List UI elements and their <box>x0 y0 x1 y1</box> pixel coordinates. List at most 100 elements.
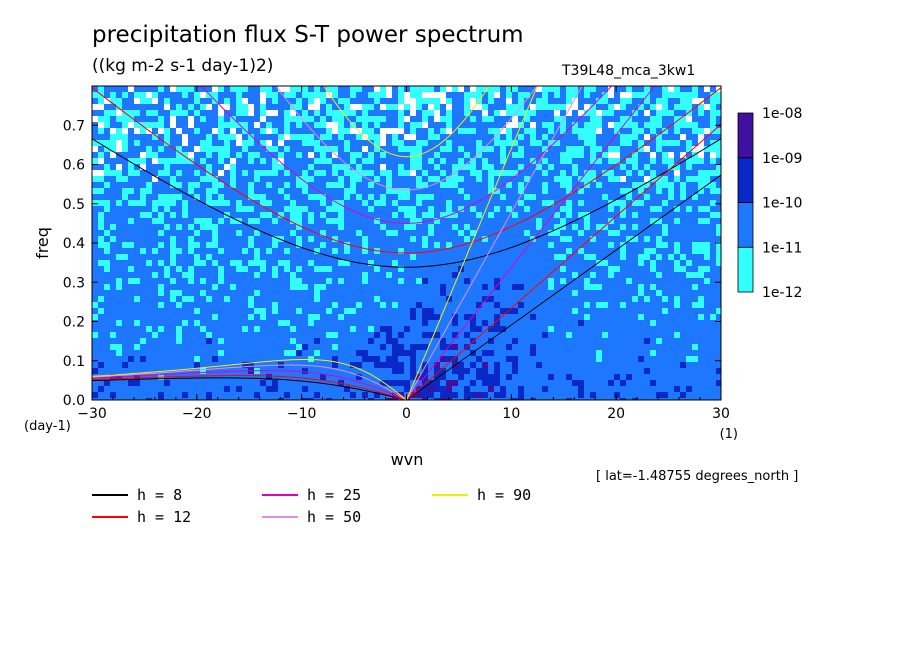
field-cell <box>374 248 381 255</box>
field-cell <box>278 332 285 339</box>
field-cell <box>260 302 267 309</box>
field-cell <box>392 92 399 99</box>
field-cell <box>194 290 201 297</box>
field-cell <box>494 356 501 363</box>
field-cell <box>422 122 429 129</box>
field-cell <box>398 128 405 135</box>
field-cell <box>392 254 399 261</box>
field-cell <box>440 92 447 99</box>
field-cell <box>512 254 519 261</box>
field-cell <box>194 104 201 111</box>
field-cell <box>266 314 273 321</box>
field-cell <box>632 140 639 147</box>
field-cell <box>200 326 207 333</box>
field-cell <box>302 200 309 207</box>
field-cell <box>626 158 633 165</box>
field-cell <box>536 128 543 135</box>
field-cell <box>374 152 381 159</box>
field-cell <box>230 260 237 267</box>
field-cell <box>272 182 279 189</box>
field-cell <box>326 194 333 201</box>
field-cell <box>254 104 261 111</box>
field-cell <box>308 248 315 255</box>
field-cell <box>716 266 721 273</box>
field-cell <box>656 158 663 165</box>
field-cell <box>140 110 147 117</box>
field-cell <box>446 164 453 171</box>
field-cell <box>158 290 165 297</box>
field-cell <box>500 200 507 207</box>
field-cell <box>290 320 297 327</box>
field-cell <box>332 338 339 345</box>
field-cell <box>386 248 393 255</box>
field-cell <box>302 218 309 225</box>
field-cell <box>470 140 477 147</box>
field-cell <box>284 188 291 195</box>
field-cell <box>608 176 615 183</box>
field-cell <box>692 110 699 117</box>
field-cell <box>572 248 579 255</box>
field-cell <box>668 332 675 339</box>
field-cell <box>146 146 153 153</box>
field-cell <box>254 134 261 141</box>
field-cell <box>476 152 483 159</box>
field-cell <box>440 98 447 105</box>
field-cell <box>98 86 105 93</box>
field-cell <box>560 122 567 129</box>
field-cell <box>530 188 537 195</box>
field-cell <box>386 224 393 231</box>
field-cell <box>626 290 633 297</box>
field-cell <box>332 194 339 201</box>
field-cell <box>152 188 159 195</box>
field-cell <box>350 140 357 147</box>
field-cell <box>506 110 513 117</box>
field-cell <box>440 272 447 279</box>
field-cell <box>212 296 219 303</box>
field-cell <box>674 110 681 117</box>
field-cell <box>710 146 717 153</box>
field-cell <box>164 212 171 219</box>
field-cell <box>692 272 699 279</box>
field-cell <box>104 326 111 333</box>
field-cell <box>362 98 369 105</box>
field-cell <box>242 98 249 105</box>
field-cell <box>290 158 297 165</box>
field-cell <box>632 326 639 333</box>
field-cell <box>122 128 129 135</box>
field-cell <box>644 182 651 189</box>
field-cell <box>272 116 279 123</box>
field-cell <box>416 158 423 165</box>
field-cell <box>182 200 189 207</box>
field-cell <box>158 104 165 111</box>
field-cell <box>572 206 579 213</box>
field-cell <box>158 116 165 123</box>
field-cell <box>260 272 267 279</box>
field-cell <box>704 128 711 135</box>
field-cell <box>632 224 639 231</box>
field-cell <box>428 206 435 213</box>
field-cell <box>386 320 393 327</box>
field-cell <box>206 350 213 357</box>
field-cell <box>518 170 525 177</box>
field-cell <box>470 254 477 261</box>
field-cell <box>344 314 351 321</box>
field-cell <box>536 242 543 249</box>
field-cell <box>206 188 213 195</box>
field-cell <box>344 266 351 273</box>
field-cell <box>200 158 207 165</box>
field-cell <box>242 260 249 267</box>
field-cell <box>596 296 603 303</box>
field-cell <box>452 152 459 159</box>
field-cell <box>146 290 153 297</box>
field-cell <box>302 368 309 375</box>
field-cell <box>620 260 627 267</box>
field-cell <box>422 302 429 309</box>
field-cell <box>368 368 375 375</box>
field-cell <box>338 296 345 303</box>
field-cell <box>704 164 711 171</box>
field-cell <box>452 188 459 195</box>
field-cell <box>440 278 447 285</box>
field-cell <box>572 128 579 135</box>
field-cell <box>278 230 285 237</box>
field-cell <box>212 254 219 261</box>
